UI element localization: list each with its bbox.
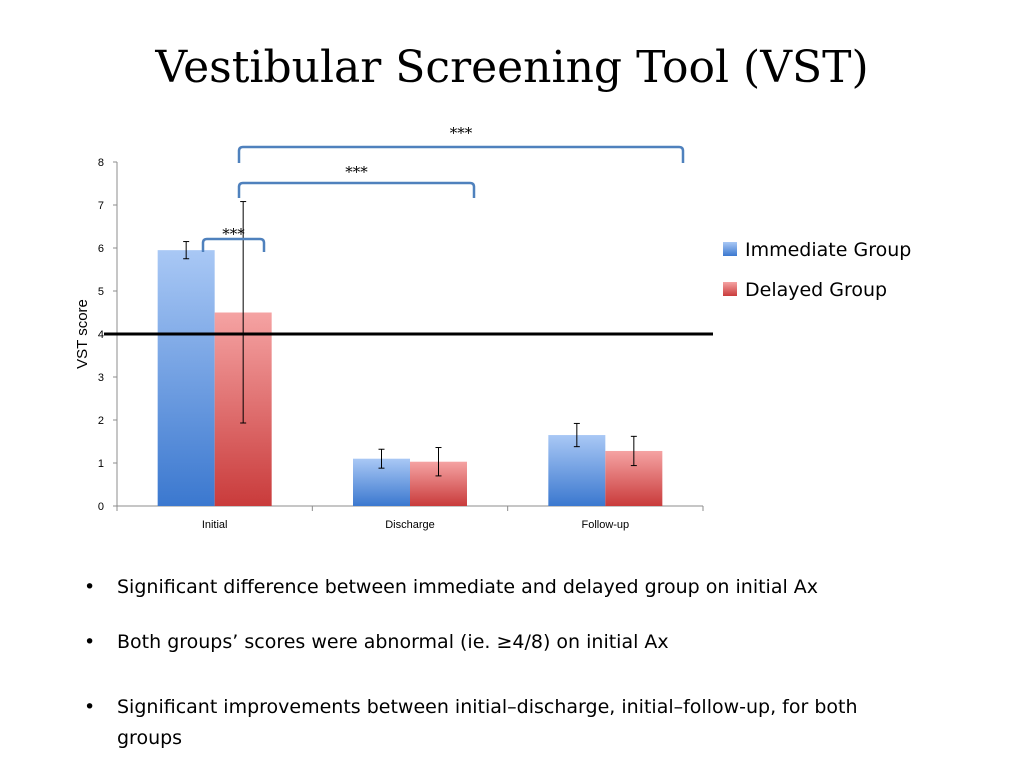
- y-tick-label: 3: [98, 372, 104, 384]
- x-tick-label: Initial: [202, 519, 228, 531]
- legend-swatch-immediate: [723, 242, 737, 256]
- bar-immediate-initial: [157, 250, 215, 506]
- bullet-symbol: •: [84, 631, 96, 653]
- bullet-item-2: • Both groups’ scores were abnormal (ie.…: [84, 627, 984, 658]
- y-tick-label: 8: [98, 157, 104, 169]
- significance-label: ***: [450, 124, 473, 142]
- y-tick-label: 0: [98, 501, 104, 513]
- y-tick-label: 7: [98, 200, 104, 212]
- bullet-symbol: •: [84, 696, 96, 718]
- y-tick-label: 5: [98, 286, 104, 298]
- significance-bracket: [201, 237, 266, 252]
- y-axis-label: VST score: [74, 299, 91, 369]
- significance-label: ***: [222, 225, 245, 243]
- y-tick-label: 1: [98, 458, 104, 470]
- x-tick-label: Discharge: [385, 519, 435, 531]
- legend-label-immediate: Immediate Group: [745, 239, 911, 261]
- bullet-text-3: Significant improvements between initial…: [117, 696, 858, 749]
- slide-title: Vestibular Screening Tool (VST): [155, 42, 869, 93]
- bullet-text-1: Significant difference between immediate…: [117, 576, 819, 598]
- bullet-item-1: • Significant difference between immedia…: [84, 572, 984, 603]
- bullet-item-3: • Significant improvements between initi…: [84, 692, 984, 754]
- legend-swatch-delayed: [723, 282, 737, 296]
- significance-bracket: [237, 181, 476, 198]
- significance-label: ***: [345, 163, 368, 181]
- legend-label-delayed: Delayed Group: [745, 279, 887, 301]
- y-tick-label: 4: [98, 329, 104, 341]
- y-tick-label: 6: [98, 243, 104, 255]
- bullet-symbol: •: [84, 576, 96, 598]
- x-tick-label: Follow-up: [581, 519, 629, 531]
- vst-bar-chart: 0 1 2 3 4 5 6 7 8 Initial Discharge Follow-up VST sc…: [74, 124, 911, 531]
- y-tick-label: 2: [98, 415, 104, 427]
- significance-bracket: [237, 145, 685, 163]
- bullet-text-2: Both groups’ scores were abnormal (ie. ≥…: [117, 631, 669, 653]
